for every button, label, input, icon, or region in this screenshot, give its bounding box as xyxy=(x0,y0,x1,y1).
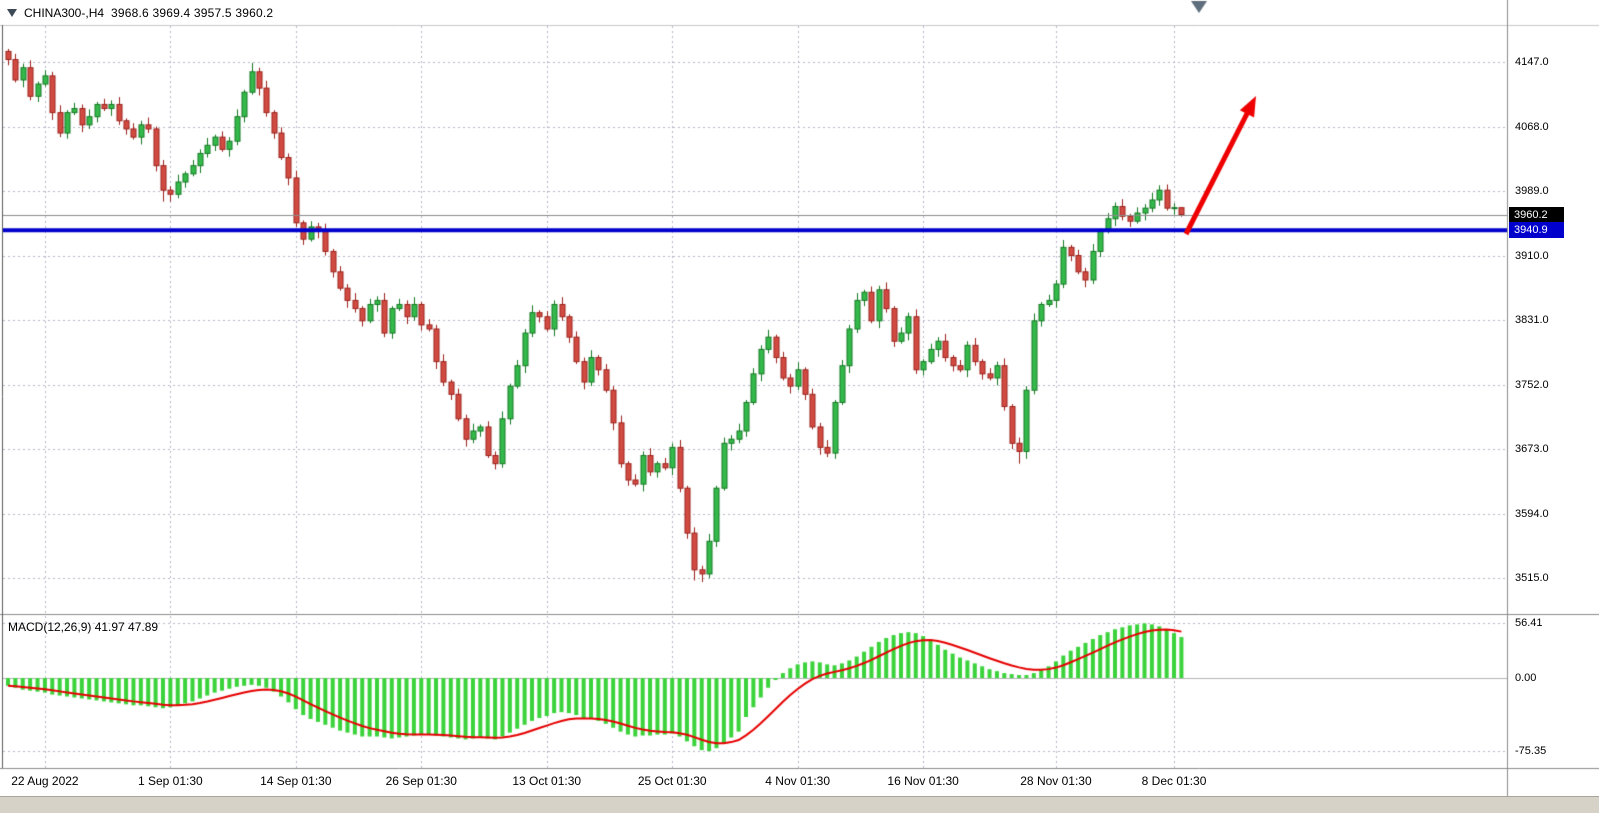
time-axis-label: 16 Nov 01:30 xyxy=(887,774,959,788)
price-axis-label: 3910.0 xyxy=(1515,249,1549,262)
time-axis-label: 8 Dec 01:30 xyxy=(1141,774,1207,788)
price-axis[interactable]: 3960.2 3940.9 4147.0 4068.0 3989.0 3910.0 38… xyxy=(1509,0,1599,796)
hline-price-badge: 3940.9 xyxy=(1509,222,1564,239)
price-axis-label: 4068.0 xyxy=(1515,120,1549,133)
macd-axis-label: 56.41 xyxy=(1515,617,1543,629)
macd-axis-label: -75.35 xyxy=(1515,745,1547,758)
time-axis-label: 14 Sep 01:30 xyxy=(260,774,332,788)
time-axis-label: 25 Oct 01:30 xyxy=(637,774,707,788)
time-axis-label: 1 Sep 01:30 xyxy=(137,774,203,788)
time-axis-label: 28 Nov 01:30 xyxy=(1020,774,1092,788)
price-axis-label: 3752.0 xyxy=(1515,378,1549,391)
macd-axis-label: 0.00 xyxy=(1515,672,1537,684)
time-axis-label: 13 Oct 01:30 xyxy=(512,774,582,788)
price-axis-label: 3673.0 xyxy=(1515,443,1549,455)
price-axis-label: 3594.0 xyxy=(1515,507,1549,520)
time-axis-label: 22 Aug 2022 xyxy=(11,774,79,788)
symbol-info-bar: CHINA300-,H4 3968.6 3969.4 3957.5 3960.2 xyxy=(7,6,273,20)
time-axis-label: 4 Nov 01:30 xyxy=(765,774,831,788)
symbol-period-label: CHINA300-,H4 xyxy=(24,6,105,20)
time-axis[interactable]: 22 Aug 2022 1 Sep 01:30 14 Sep 01:30 26 Sep… xyxy=(0,771,1599,795)
price-axis-label: 4147.0 xyxy=(1515,56,1549,68)
price-axis-label: 3989.0 xyxy=(1515,185,1549,197)
window-bottom-strip xyxy=(0,796,1599,813)
time-axis-label: 26 Sep 01:30 xyxy=(385,774,457,788)
price-axis-label: 3515.0 xyxy=(1515,572,1549,584)
ohlc-values: 3968.6 3969.4 3957.5 3960.2 xyxy=(111,6,274,20)
price-axis-label: 3831.0 xyxy=(1515,314,1549,326)
macd-indicator-label: MACD(12,26,9) 41.97 47.89 xyxy=(8,620,159,634)
symbol-dropdown-icon xyxy=(7,9,17,17)
last-price-badge: 3960.2 xyxy=(1509,206,1564,223)
